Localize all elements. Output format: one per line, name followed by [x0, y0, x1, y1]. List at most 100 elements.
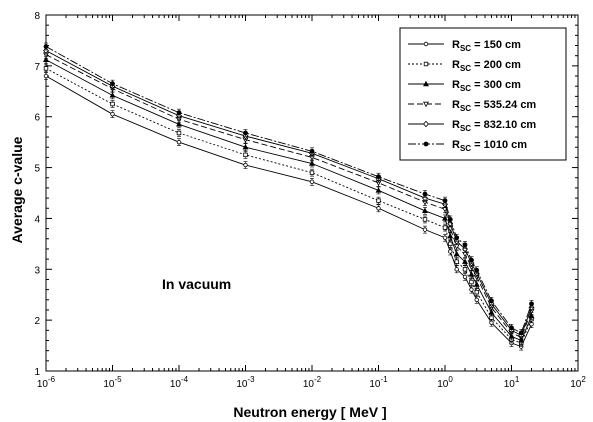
y-tick-label: 5 — [34, 164, 40, 175]
data-point — [474, 267, 480, 273]
data-point — [489, 315, 494, 320]
legend: RSC = 150 cm RSC = 200 cm RSC = 300 cm RSC … — [399, 27, 567, 161]
data-point — [242, 143, 249, 150]
data-point — [454, 235, 460, 241]
data-point — [453, 250, 460, 257]
data-point — [422, 217, 428, 222]
y-tick-label: 4 — [34, 214, 40, 225]
y-axis-label: Average c-value — [9, 136, 25, 243]
data-point — [176, 139, 182, 145]
data-point — [448, 241, 453, 247]
data-point — [442, 215, 448, 221]
data-point — [43, 56, 49, 62]
axis-ticks: 10-6 10-5 10-4 10-3 10-2 10-1 100 101 102 1 2 3 4 5 6 7… — [34, 11, 586, 390]
x-tick-label: 10-2 — [303, 375, 322, 390]
data-point — [468, 271, 475, 277]
y-tick-label: 8 — [34, 11, 40, 22]
series-1 — [43, 72, 534, 351]
data-point — [529, 301, 534, 307]
legend-label: RSC = 150 cm — [452, 39, 521, 53]
annotation-in-vacuum: In vacuum — [162, 276, 231, 292]
x-tick-label: 100 — [437, 375, 453, 390]
data-point — [110, 101, 115, 107]
data-point — [442, 225, 448, 230]
x-tick-label: 102 — [570, 375, 586, 390]
legend-marker — [423, 80, 429, 87]
data-point — [447, 232, 454, 239]
legend-marker — [423, 61, 429, 67]
data-point — [110, 111, 115, 117]
data-point — [488, 309, 495, 315]
data-point — [509, 325, 514, 331]
legend-marker — [423, 141, 429, 147]
y-tick-label: 7 — [34, 62, 40, 73]
data-point — [375, 187, 382, 193]
legend-box — [399, 27, 567, 161]
data-point — [309, 148, 315, 154]
data-point — [110, 81, 115, 87]
legend-label: RSC = 832.10 cm — [452, 119, 536, 133]
y-tick-label: 1 — [34, 367, 40, 378]
series-line — [45, 54, 532, 339]
data-point — [448, 249, 453, 254]
data-point — [43, 44, 49, 49]
x-tick-label: 101 — [504, 375, 520, 390]
x-tick-label: 10-3 — [236, 375, 255, 390]
data-point — [469, 257, 474, 263]
data-point — [243, 152, 248, 158]
legend-entry: RSC = 1010 cm — [408, 139, 527, 153]
legend-entry: RSC = 832.10 cm — [408, 119, 536, 133]
data-point — [489, 298, 494, 304]
data-point — [176, 110, 182, 116]
data-point — [309, 170, 315, 175]
data-point — [43, 73, 49, 79]
data-point — [442, 198, 448, 204]
legend-label: RSC = 535.24 cm — [452, 99, 536, 113]
y-tick-label: 2 — [34, 316, 40, 327]
series-layer — [43, 42, 535, 351]
data-point — [422, 227, 428, 232]
data-point — [474, 289, 479, 295]
data-point — [462, 267, 468, 272]
legend-marker — [423, 120, 429, 128]
x-tick-label: 10-4 — [170, 375, 189, 390]
data-point — [462, 274, 468, 280]
legend-label: RSC = 1010 cm — [452, 139, 527, 153]
data-point — [243, 130, 248, 136]
data-point — [489, 320, 494, 325]
x-tick-label: 10-1 — [369, 375, 388, 390]
data-point — [469, 287, 474, 292]
legend-entry: RSC = 300 cm — [408, 79, 521, 93]
data-point — [243, 162, 248, 168]
data-point — [422, 191, 428, 197]
legend-label: RSC = 200 cm — [452, 59, 521, 73]
series-6 — [43, 42, 534, 337]
data-point — [176, 130, 182, 136]
legend-marker — [423, 41, 429, 47]
data-point — [462, 258, 468, 264]
legend-entry: RSC = 150 cm — [408, 39, 521, 53]
data-point — [529, 322, 534, 327]
data-point — [454, 267, 459, 272]
data-point — [43, 66, 49, 71]
data-point — [462, 242, 468, 248]
y-tick-label: 3 — [34, 265, 40, 276]
data-point — [474, 297, 479, 302]
x-tick-label: 10-6 — [37, 375, 56, 390]
data-point — [376, 174, 381, 180]
data-point — [528, 312, 535, 319]
data-point — [109, 92, 116, 98]
data-point — [376, 206, 381, 211]
data-point — [376, 198, 381, 203]
data-point — [176, 121, 182, 127]
legend-label: RSC = 300 cm — [452, 79, 521, 93]
data-point — [309, 179, 315, 185]
legend-marker — [423, 101, 429, 108]
y-tick-label: 6 — [34, 113, 40, 124]
data-point — [442, 235, 448, 240]
data-point — [454, 259, 459, 264]
x-tick-label: 10-5 — [103, 375, 122, 390]
data-point — [473, 281, 480, 287]
data-point — [422, 207, 428, 214]
